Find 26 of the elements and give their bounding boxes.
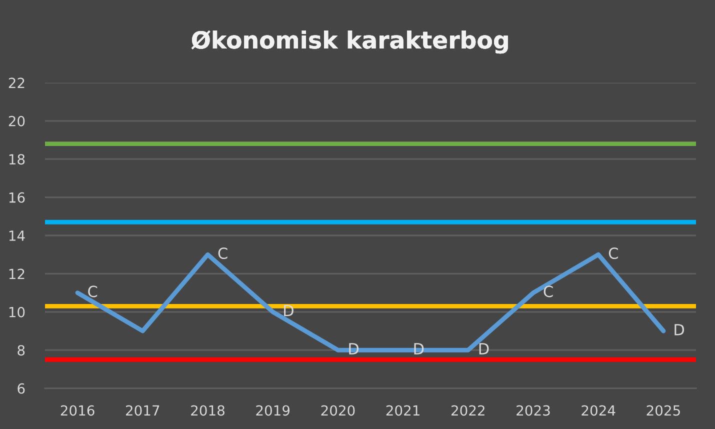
x-tick-label: 2022: [451, 405, 484, 416]
x-tick-label: 2024: [582, 405, 616, 416]
y-tick-label: 18: [9, 154, 25, 165]
x-tick-label: 2020: [321, 405, 355, 416]
x-tick-label: 2021: [386, 405, 420, 416]
x-tick-label: 2019: [256, 405, 290, 416]
y-tick-label: 10: [9, 306, 25, 318]
y-tick-label: 8: [18, 345, 25, 356]
data-label: D: [674, 324, 684, 336]
y-tick-label: 6: [18, 383, 25, 394]
data-label: C: [608, 247, 618, 260]
chart-title: Økonomisk karakterbog: [191, 30, 510, 56]
x-tick-label: 2017: [126, 405, 160, 416]
data-label: D: [479, 343, 489, 354]
y-tick-label: 22: [8, 78, 24, 88]
y-tick-label: 12: [9, 268, 24, 279]
data-label: C: [218, 247, 228, 260]
x-tick-label: 2025: [646, 405, 680, 416]
y-tick-label: 14: [9, 230, 25, 241]
x-tick-label: 2018: [191, 405, 224, 416]
y-tick-label: 20: [8, 116, 25, 126]
data-label: C: [544, 286, 553, 298]
x-tick-label: 2016: [60, 405, 94, 416]
data-label: C: [88, 286, 98, 298]
x-tick-label: 2023: [516, 405, 550, 416]
y-tick-label: 16: [9, 192, 25, 203]
